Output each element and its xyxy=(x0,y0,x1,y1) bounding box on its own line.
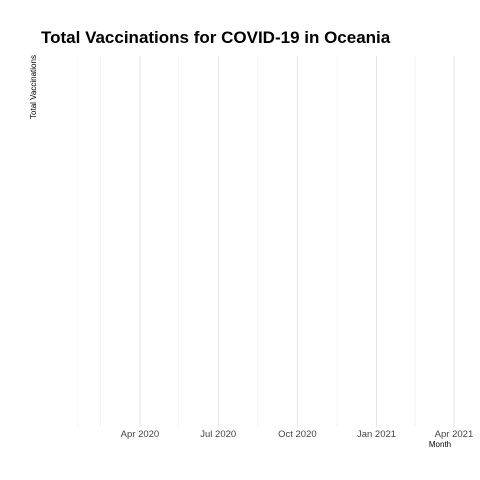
x-tick-label: Oct 2020 xyxy=(278,429,317,440)
x-axis-label: Month xyxy=(429,440,451,449)
chart-title: Total Vaccinations for COVID-19 in Ocean… xyxy=(41,28,391,47)
x-tick-label: Jul 2020 xyxy=(200,429,236,440)
x-tick-label: Jan 2021 xyxy=(357,429,396,440)
x-axis-ticks: Apr 2020 Jul 2020 Oct 2020 Jan 2021 Apr 2021 xyxy=(121,429,474,440)
grid xyxy=(77,56,455,427)
x-tick-label: Apr 2020 xyxy=(121,429,160,440)
y-axis-label: Total Vaccinations xyxy=(29,55,38,119)
x-tick-label: Apr 2021 xyxy=(435,429,474,440)
